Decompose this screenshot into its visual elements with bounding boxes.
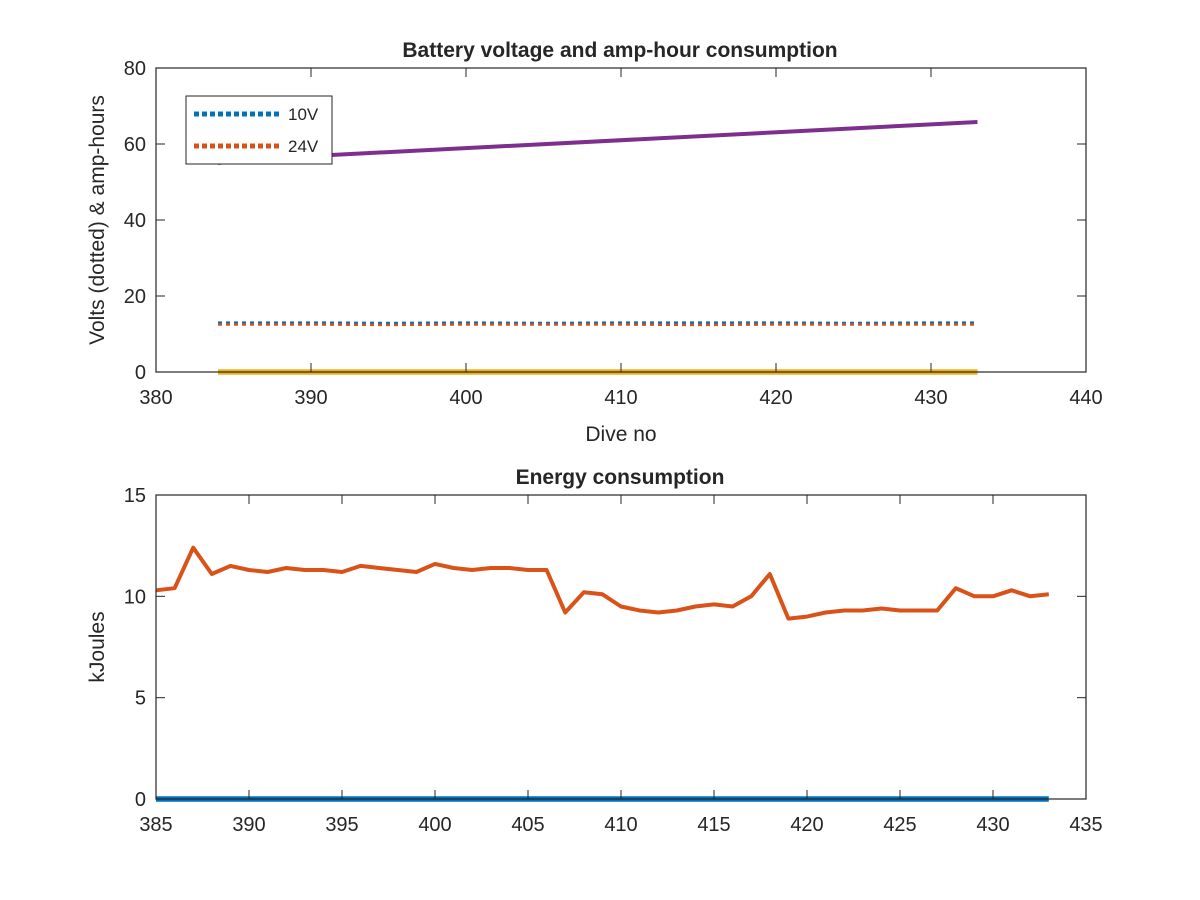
x-tick-label: 430	[976, 814, 1009, 836]
chart-title: Energy consumption	[516, 466, 725, 489]
x-tick-label: 420	[759, 387, 792, 409]
x-tick-label: 380	[139, 387, 172, 409]
y-tick-label: 15	[124, 485, 146, 507]
y-tick-label: 40	[124, 210, 146, 232]
x-tick-label: 390	[232, 814, 265, 836]
x-tick-label: 410	[604, 814, 637, 836]
x-tick-label: 395	[325, 814, 358, 836]
x-tick-label: 415	[697, 814, 730, 836]
x-tick-label: 400	[449, 387, 482, 409]
legend-box	[185, 95, 333, 165]
y-tick-label: 0	[135, 362, 146, 384]
y-tick-label: 10	[124, 586, 146, 608]
voltage-chart: Battery voltage and amp-hour consumption…	[86, 39, 1103, 446]
legend: 10V 24V	[185, 95, 333, 165]
x-tick-label: 440	[1069, 387, 1102, 409]
y-tick-label: 5	[135, 688, 146, 710]
legend-label-10v: 10V	[288, 105, 319, 124]
x-tick-label: 425	[883, 814, 916, 836]
x-tick-label: 410	[604, 387, 637, 409]
ticks: 380 390 400 410 420 430 440 0 20 40 60 80	[124, 58, 1103, 409]
ticks: 385 390 395 400 405 410 415 420 425 430 435 0 5 10 15	[124, 485, 1103, 836]
chart-title: Battery voltage and amp-hour consumption	[402, 39, 837, 62]
series-line-0	[155, 545, 1050, 621]
x-tick-label: 385	[139, 814, 172, 836]
y-tick-label: 80	[124, 58, 146, 80]
energy-chart: Energy consumption 385 390 395 400 405 410 415…	[86, 466, 1103, 836]
x-tick-label: 420	[790, 814, 823, 836]
y-tick-label: 60	[124, 134, 146, 156]
y-axis-label: kJoules	[86, 611, 109, 682]
x-tick-label: 405	[511, 814, 544, 836]
legend-label-24v: 24V	[288, 137, 319, 156]
x-tick-label: 400	[418, 814, 451, 836]
y-tick-label: 20	[124, 286, 146, 308]
x-tick-label: 435	[1069, 814, 1102, 836]
y-axis-label: Volts (dotted) & amp-hours	[86, 95, 109, 345]
x-tick-label: 390	[294, 387, 327, 409]
y-tick-label: 0	[135, 789, 146, 811]
x-axis-label: Dive no	[585, 423, 656, 446]
x-tick-label: 430	[914, 387, 947, 409]
